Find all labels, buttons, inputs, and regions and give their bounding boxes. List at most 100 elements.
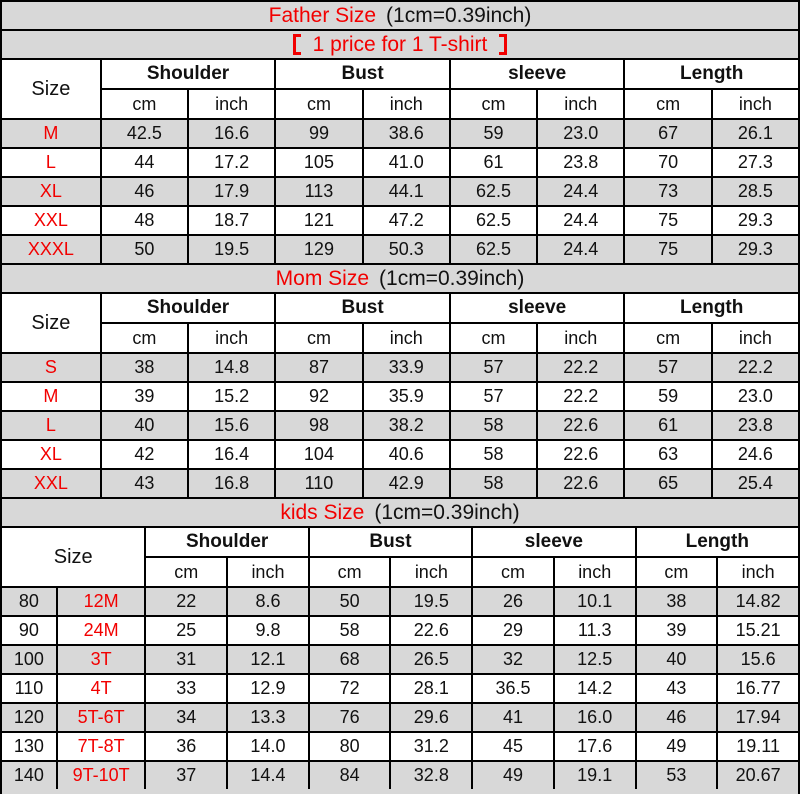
value-cell: 14.8	[187, 352, 277, 383]
value-cell: 58	[448, 410, 539, 441]
unit-header: inch	[710, 322, 800, 354]
value-cell: 57	[448, 381, 539, 412]
unit-header: cm	[274, 88, 364, 120]
value-cell: 13.3	[226, 702, 310, 733]
value-cell: 24.4	[536, 234, 626, 265]
measure-group-header: Bust	[307, 526, 474, 558]
value-cell: 41.0	[361, 147, 451, 178]
value-cell: 8.6	[226, 586, 310, 617]
measure-group-header: Shoulder	[99, 58, 277, 90]
value-cell: 32.8	[389, 760, 474, 791]
size-column-header: Size	[0, 292, 102, 354]
unit-header: inch	[361, 322, 451, 354]
size-cell: L	[0, 147, 102, 178]
value-cell: 87	[274, 352, 364, 383]
value-cell: 38.6	[361, 118, 451, 149]
table-row: 90 24M 25 9.8 58 22.6 29 11.3 39 15.21	[0, 615, 800, 646]
measure-group-header: Bust	[274, 58, 451, 90]
father-size-table: Size Shoulder Bust sleeve Length cm inch cm inch…	[0, 58, 800, 265]
value-cell: 75	[623, 234, 713, 265]
size-cell: 7T-8T	[55, 731, 147, 762]
table-row: M 39 15.2 92 35.9 57 22.2 59 23.0	[0, 381, 800, 412]
size-cell: XXXL	[0, 234, 102, 265]
value-cell: 49	[634, 731, 719, 762]
value-cell: 35.9	[361, 381, 451, 412]
value-cell: 98	[274, 410, 364, 441]
value-cell: 40.6	[361, 439, 451, 470]
table-row: XXL 43 16.8 110 42.9 58 22.6 65 25.4	[0, 468, 800, 499]
value-cell: 24.6	[710, 439, 800, 470]
table-row: XL 46 17.9 113 44.1 62.5 24.4 73 28.5	[0, 176, 800, 207]
value-cell: 15.6	[187, 410, 277, 441]
size-cell: 90	[0, 615, 58, 646]
unit-header: inch	[226, 556, 310, 588]
value-cell: 24.4	[536, 176, 626, 207]
father-size-title-bar: Father Size (1cm=0.39inch)	[0, 0, 800, 31]
value-cell: 50	[307, 586, 392, 617]
unit-header: cm	[274, 322, 364, 354]
header-row: Size Shoulder Bust sleeve Length	[0, 292, 800, 354]
size-cell: 3T	[55, 644, 147, 675]
value-cell: 12.9	[226, 673, 310, 704]
value-cell: 129	[274, 234, 364, 265]
value-cell: 40	[99, 410, 190, 441]
value-cell: 68	[307, 644, 392, 675]
value-cell: 26	[471, 586, 555, 617]
value-cell: 43	[99, 468, 190, 499]
size-cell: 110	[0, 673, 58, 704]
size-cell: 80	[0, 586, 58, 617]
size-cell: M	[0, 118, 102, 149]
value-cell: 62.5	[448, 234, 539, 265]
unit-header: inch	[361, 88, 451, 120]
value-cell: 16.4	[187, 439, 277, 470]
section-title: kids Size	[280, 501, 365, 524]
value-cell: 23.8	[536, 147, 626, 178]
unit-header: cm	[634, 556, 719, 588]
table-row: XL 42 16.4 104 40.6 58 22.6 63 24.6	[0, 439, 800, 470]
measure-group-header: Length	[623, 58, 800, 90]
value-cell: 80	[307, 731, 392, 762]
value-cell: 16.77	[716, 673, 800, 704]
value-cell: 15.21	[716, 615, 800, 646]
size-cell: XXL	[0, 468, 102, 499]
header-row: Size Shoulder Bust sleeve Length	[0, 58, 800, 120]
measure-group-header: sleeve	[471, 526, 637, 558]
value-cell: 28.5	[710, 176, 800, 207]
value-cell: 36.5	[471, 673, 555, 704]
value-cell: 47.2	[361, 205, 451, 236]
mom-size-section: Mom Size (1cm=0.39inch) Size Shoulder Bust…	[0, 263, 800, 499]
value-cell: 14.0	[226, 731, 310, 762]
value-cell: 73	[623, 176, 713, 207]
value-cell: 25.4	[710, 468, 800, 499]
value-cell: 44.1	[361, 176, 451, 207]
unit-header-row: cm inch cm inch cm inch cm inch	[1, 322, 800, 354]
kids-size-section: kids Size (1cm=0.39inch) Size Shoulder Bus…	[0, 497, 800, 791]
value-cell: 58	[448, 468, 539, 499]
unit-header: cm	[448, 322, 539, 354]
size-cell: 4T	[55, 673, 147, 704]
value-cell: 42	[99, 439, 190, 470]
measure-group-header: Shoulder	[144, 526, 310, 558]
unit-header: inch	[187, 88, 277, 120]
value-cell: 49	[471, 760, 555, 791]
value-cell: 59	[448, 118, 539, 149]
value-cell: 12.5	[552, 644, 637, 675]
value-cell: 9.8	[226, 615, 310, 646]
size-cell: L	[0, 410, 102, 441]
value-cell: 22.6	[536, 468, 626, 499]
size-cell: 24M	[55, 615, 147, 646]
table-row: 110 4T 33 12.9 72 28.1 36.5 14.2 43 16.77	[0, 673, 800, 704]
value-cell: 42.5	[99, 118, 190, 149]
value-cell: 113	[274, 176, 364, 207]
table-row: M 42.5 16.6 99 38.6 59 23.0 67 26.1	[0, 118, 800, 149]
table-row: 140 9T-10T 37 14.4 84 32.8 49 19.1 53 20.67	[0, 760, 800, 791]
value-cell: 76	[307, 702, 392, 733]
price-banner-text: 1 price for 1 T-shirt	[312, 33, 488, 56]
value-cell: 19.11	[716, 731, 800, 762]
value-cell: 65	[623, 468, 713, 499]
value-cell: 16.8	[187, 468, 277, 499]
kids-size-title-bar: kids Size (1cm=0.39inch)	[0, 497, 800, 528]
value-cell: 15.6	[716, 644, 800, 675]
unit-header-row: cm inch cm inch cm inch cm inch	[1, 556, 800, 588]
measure-group-header: Length	[634, 526, 800, 558]
